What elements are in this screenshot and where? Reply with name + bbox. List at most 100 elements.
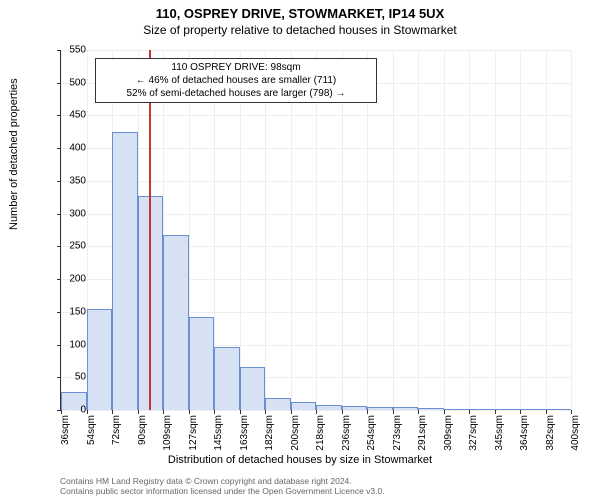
xtick-mark [367, 410, 368, 414]
xtick-mark [291, 410, 292, 414]
xtick-label: 254sqm [366, 415, 377, 455]
histogram-bar [265, 398, 291, 410]
gridline-v [265, 50, 266, 410]
histogram-bar [291, 402, 317, 410]
ytick-label: 200 [56, 274, 86, 285]
gridline-v [240, 50, 241, 410]
histogram-bar [87, 309, 113, 410]
footer-attribution: Contains HM Land Registry data © Crown c… [60, 476, 385, 496]
ytick-label: 0 [56, 405, 86, 416]
xtick-mark [138, 410, 139, 414]
xtick-label: 364sqm [519, 415, 530, 455]
gridline-v [444, 50, 445, 410]
histogram-bar [367, 407, 393, 410]
histogram-bar [444, 409, 470, 410]
histogram-bar [214, 347, 240, 410]
xtick-mark [546, 410, 547, 414]
xtick-label: 273sqm [392, 415, 403, 455]
gridline-v [520, 50, 521, 410]
xtick-mark [87, 410, 88, 414]
ytick-label: 400 [56, 143, 86, 154]
xtick-label: 163sqm [239, 415, 250, 455]
ytick-label: 550 [56, 45, 86, 56]
xtick-mark [163, 410, 164, 414]
gridline-v [61, 50, 62, 410]
xtick-mark [316, 410, 317, 414]
xtick-mark [520, 410, 521, 414]
ytick-label: 350 [56, 175, 86, 186]
xtick-label: 72sqm [111, 415, 122, 455]
gridline-v [291, 50, 292, 410]
xtick-label: 291sqm [417, 415, 428, 455]
xtick-label: 145sqm [213, 415, 224, 455]
xtick-label: 109sqm [162, 415, 173, 455]
ytick-label: 150 [56, 306, 86, 317]
xtick-label: 218sqm [315, 415, 326, 455]
xtick-label: 327sqm [468, 415, 479, 455]
footer-line2: Contains public sector information licen… [60, 486, 385, 496]
xtick-label: 90sqm [137, 415, 148, 455]
xtick-mark [571, 410, 572, 414]
chart-container: 110, OSPREY DRIVE, STOWMARKET, IP14 5UX … [0, 0, 600, 500]
footer-line1: Contains HM Land Registry data © Crown c… [60, 476, 385, 486]
xtick-mark [265, 410, 266, 414]
xtick-mark [495, 410, 496, 414]
xtick-label: 182sqm [264, 415, 275, 455]
annotation-box: 110 OSPREY DRIVE: 98sqm ← 46% of detache… [95, 58, 377, 103]
gridline-v [546, 50, 547, 410]
gridline-v [571, 50, 572, 410]
gridline-v [316, 50, 317, 410]
xtick-mark [444, 410, 445, 414]
xtick-mark [469, 410, 470, 414]
gridline-v [367, 50, 368, 410]
histogram-bar [342, 406, 368, 410]
xtick-mark [189, 410, 190, 414]
histogram-bar [418, 408, 444, 410]
ytick-label: 50 [56, 372, 86, 383]
histogram-bar [112, 132, 138, 410]
histogram-bar [546, 409, 572, 410]
histogram-bar [163, 235, 189, 410]
histogram-bar [189, 317, 215, 410]
xtick-mark [240, 410, 241, 414]
xtick-label: 127sqm [188, 415, 199, 455]
x-axis-label: Distribution of detached houses by size … [0, 454, 600, 466]
xtick-label: 382sqm [545, 415, 556, 455]
reference-line [149, 50, 151, 410]
xtick-mark [393, 410, 394, 414]
gridline-v [342, 50, 343, 410]
histogram-bar [520, 409, 546, 410]
xtick-mark [112, 410, 113, 414]
histogram-bar [240, 367, 266, 410]
annotation-line2: ← 46% of detached houses are smaller (71… [102, 74, 370, 87]
histogram-bar [469, 409, 495, 410]
chart-subtitle: Size of property relative to detached ho… [0, 21, 600, 37]
gridline-v [495, 50, 496, 410]
xtick-label: 36sqm [60, 415, 71, 455]
xtick-label: 200sqm [290, 415, 301, 455]
histogram-bar [495, 409, 521, 410]
ytick-label: 100 [56, 339, 86, 350]
xtick-mark [418, 410, 419, 414]
xtick-mark [342, 410, 343, 414]
ytick-label: 450 [56, 110, 86, 121]
xtick-label: 54sqm [86, 415, 97, 455]
xtick-label: 345sqm [494, 415, 505, 455]
gridline-v [393, 50, 394, 410]
xtick-label: 400sqm [570, 415, 581, 455]
y-axis-label: Number of detached properties [8, 78, 20, 230]
ytick-label: 300 [56, 208, 86, 219]
annotation-line3: 52% of semi-detached houses are larger (… [102, 87, 370, 100]
plot-area [60, 50, 571, 411]
chart-title-address: 110, OSPREY DRIVE, STOWMARKET, IP14 5UX [0, 0, 600, 21]
histogram-bar [393, 407, 419, 410]
ytick-label: 250 [56, 241, 86, 252]
histogram-bar [316, 405, 342, 410]
annotation-line1: 110 OSPREY DRIVE: 98sqm [102, 61, 370, 74]
gridline-v [469, 50, 470, 410]
xtick-mark [214, 410, 215, 414]
xtick-label: 309sqm [443, 415, 454, 455]
ytick-label: 500 [56, 77, 86, 88]
xtick-label: 236sqm [341, 415, 352, 455]
gridline-v [418, 50, 419, 410]
